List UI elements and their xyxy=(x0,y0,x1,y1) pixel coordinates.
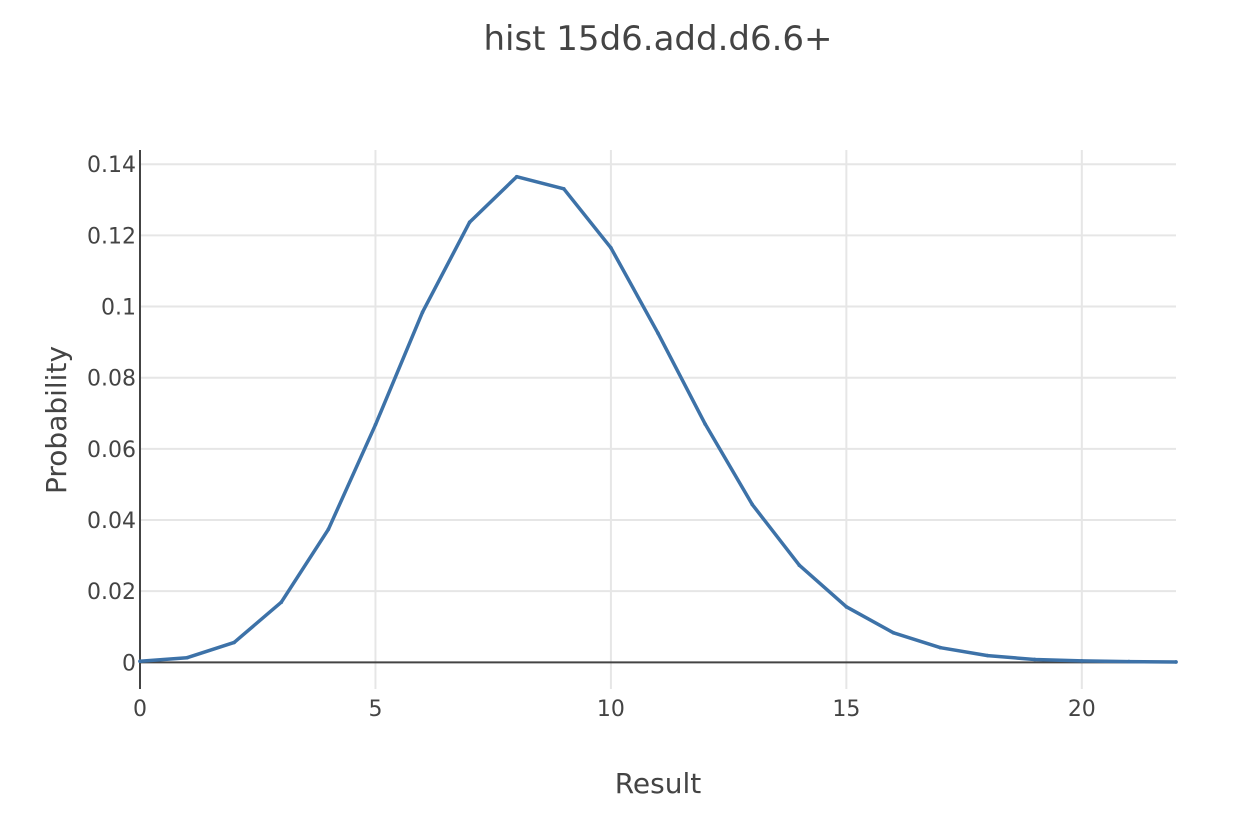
y-tick-label: 0.1 xyxy=(101,296,136,321)
data-point xyxy=(420,310,425,315)
y-tick-label: 0.06 xyxy=(87,438,136,463)
data-point xyxy=(279,600,284,604)
data-point xyxy=(326,527,331,532)
data-point xyxy=(1174,660,1178,664)
y-tick-label: 0.04 xyxy=(87,509,136,534)
data-point xyxy=(185,655,189,660)
data-point xyxy=(891,630,896,635)
data-point xyxy=(703,422,707,426)
data-point xyxy=(797,563,802,567)
data-point xyxy=(373,422,378,427)
y-tick-label: 0.14 xyxy=(87,153,136,178)
y-tick-label: 0 xyxy=(122,651,136,676)
chart-title: hist 15d6.add.d6.6+ xyxy=(483,19,832,59)
data-point xyxy=(656,331,660,336)
y-tick-label: 0.02 xyxy=(87,580,136,605)
y-axis-title: Probability xyxy=(40,346,73,494)
tick-labels: 0 0.02 0.04 0.06 0.08 0.1 0.12 0.14 0 5 10 15 20 xyxy=(87,153,1096,722)
y-tick-label: 0.12 xyxy=(87,224,136,249)
x-tick-label: 15 xyxy=(832,697,860,722)
x-tick-label: 20 xyxy=(1068,697,1096,722)
data-point xyxy=(562,186,566,191)
y-tick-label: 0.08 xyxy=(87,367,136,392)
data-point xyxy=(844,605,849,609)
x-axis-title: Result xyxy=(615,767,702,800)
grid xyxy=(140,150,1176,689)
data-point xyxy=(1080,659,1084,663)
data-point xyxy=(1032,657,1037,662)
data-point xyxy=(1127,659,1131,664)
x-tick-label: 0 xyxy=(133,697,147,722)
data-point xyxy=(232,640,236,645)
data-point xyxy=(938,645,943,650)
data-point xyxy=(750,502,754,507)
data-point xyxy=(609,246,613,250)
data-point xyxy=(138,659,142,664)
x-tick-label: 5 xyxy=(368,697,382,722)
series xyxy=(138,174,1178,664)
data-point xyxy=(467,220,472,225)
data-point xyxy=(514,174,519,179)
x-tick-label: 10 xyxy=(597,697,625,722)
data-point xyxy=(985,653,990,658)
series-line xyxy=(138,174,1178,664)
axes xyxy=(139,150,1176,689)
